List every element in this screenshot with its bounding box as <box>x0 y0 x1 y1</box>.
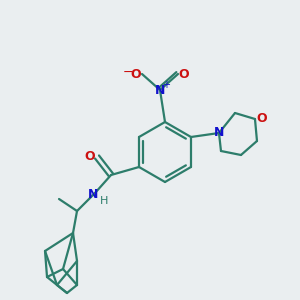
Text: O: O <box>257 112 267 125</box>
Text: N: N <box>88 188 98 202</box>
Text: O: O <box>131 68 141 80</box>
Text: +: + <box>162 80 170 90</box>
Text: N: N <box>155 83 165 97</box>
Text: −: − <box>123 65 133 79</box>
Text: O: O <box>85 149 95 163</box>
Text: N: N <box>214 127 224 140</box>
Text: O: O <box>179 68 189 80</box>
Text: H: H <box>100 196 108 206</box>
